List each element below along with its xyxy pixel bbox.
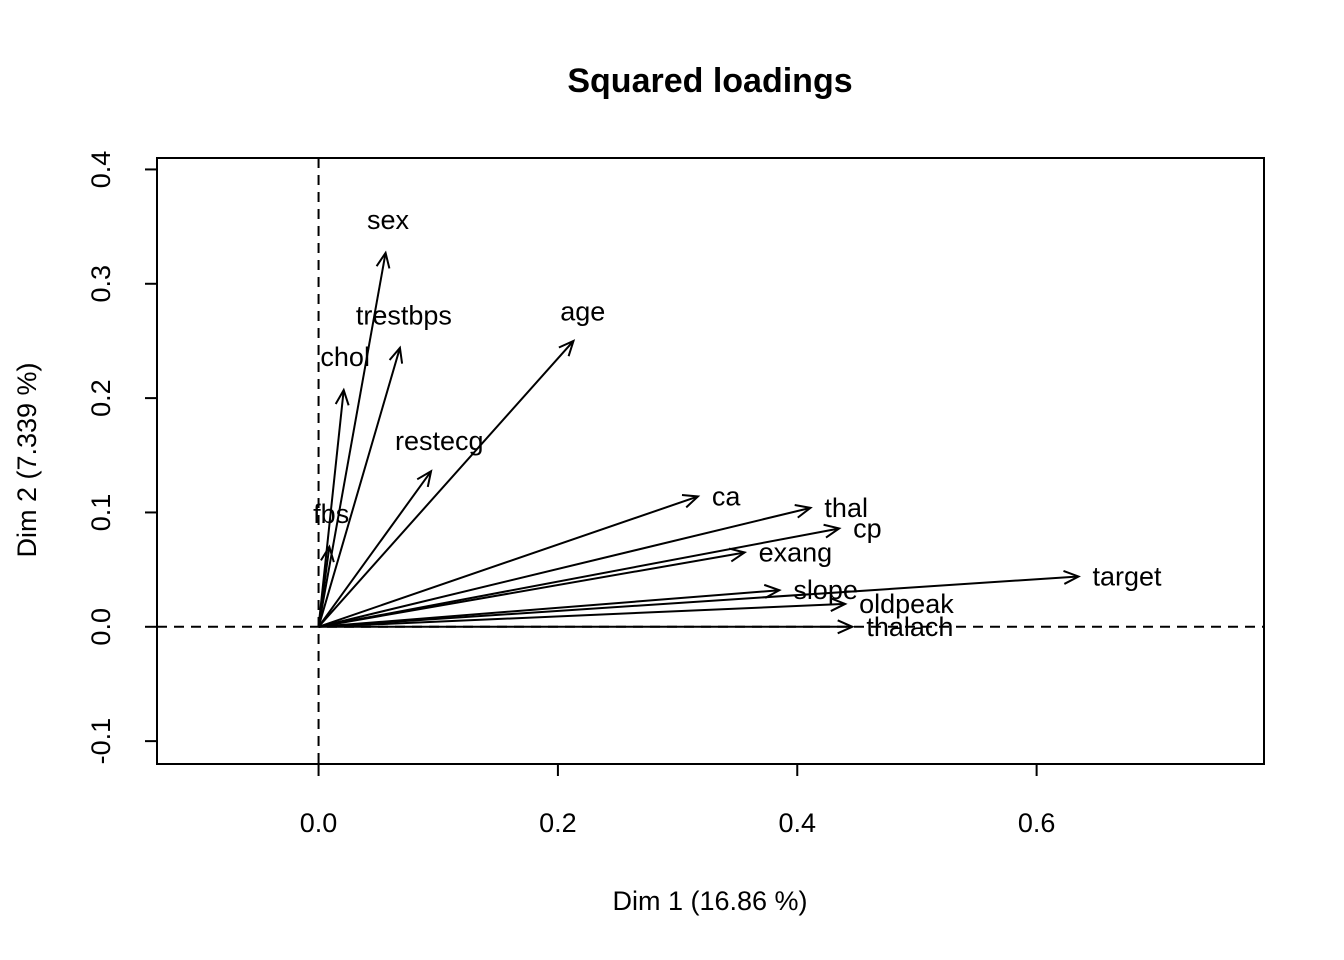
vector-fbs: fbs <box>313 499 349 627</box>
vector-label: age <box>560 296 605 326</box>
vector-chol: chol <box>317 342 370 627</box>
vector-label: fbs <box>313 499 349 529</box>
x-tick-label: 0.2 <box>539 808 577 838</box>
arrow-head <box>388 345 404 364</box>
arrow-head <box>375 250 391 269</box>
vector-label: trestbps <box>356 300 452 330</box>
vector-shaft <box>317 390 345 627</box>
arrow-head <box>823 523 842 539</box>
vector-shaft <box>317 340 575 628</box>
y-tick-label: 0.1 <box>86 494 116 532</box>
x-axis-title: Dim 1 (16.86 %) <box>612 886 807 916</box>
y-axis-title: Dim 2 (7.339 %) <box>12 362 42 557</box>
vector-oldpeak: oldpeak <box>318 589 954 628</box>
vector-label: oldpeak <box>859 589 954 619</box>
vector-label: restecg <box>395 426 484 456</box>
loading-vectors: age sex cp trestbps chol fbs restecg thalach exa… <box>313 205 1162 642</box>
vector-shaft <box>317 470 432 628</box>
y-axis: -0.1 0.0 0.1 0.2 0.3 0.4 <box>86 151 158 765</box>
vector-label: sex <box>367 205 410 235</box>
chart-title: Squared loadings <box>567 62 852 100</box>
vector-label: target <box>1093 561 1163 591</box>
vector-shaft <box>318 527 840 628</box>
y-tick-label: 0.2 <box>86 379 116 417</box>
vector-shaft <box>318 551 745 628</box>
arrow-head <box>728 547 748 563</box>
vector-target: target <box>318 561 1163 628</box>
arrow-head <box>320 544 335 563</box>
x-tick-label: 0.4 <box>778 808 816 838</box>
vector-thal: thal <box>318 493 868 628</box>
x-axis: 0.0 0.2 0.4 0.6 <box>300 763 1056 838</box>
vector-shaft <box>317 252 387 627</box>
vector-trestbps: trestbps <box>317 300 452 628</box>
arrow-head <box>1063 570 1081 585</box>
vector-label: cp <box>853 513 882 543</box>
arrow-head <box>558 339 576 357</box>
vector-label: thalach <box>866 612 953 642</box>
arrow-head <box>829 597 848 612</box>
vector-label: exang <box>759 537 833 567</box>
y-tick-label: 0.4 <box>86 151 116 189</box>
arrow-head <box>794 504 813 519</box>
vector-restecg: restecg <box>317 426 484 628</box>
vector-shaft <box>318 506 811 628</box>
vector-thalach: thalach <box>318 612 953 642</box>
vector-shaft <box>318 602 846 628</box>
y-tick-label: -0.1 <box>86 718 116 765</box>
y-tick-label: 0.0 <box>86 608 116 646</box>
vector-shaft <box>317 546 331 627</box>
vector-label: thal <box>824 493 868 523</box>
vector-shaft <box>318 589 780 628</box>
vector-shaft <box>318 575 1079 628</box>
vector-cp: cp <box>318 513 882 628</box>
arrow-head <box>416 469 433 488</box>
x-tick-label: 0.0 <box>300 808 338 838</box>
vector-label: chol <box>320 342 370 372</box>
vector-ca: ca <box>318 481 742 628</box>
arrow-head <box>681 494 701 509</box>
y-tick-label: 0.3 <box>86 265 116 303</box>
vector-slope: slope <box>318 575 858 628</box>
vector-sex: sex <box>317 205 410 627</box>
vector-age: age <box>317 296 605 628</box>
arrow-head <box>334 387 350 406</box>
vector-exang: exang <box>318 537 833 628</box>
vector-label: slope <box>793 575 858 605</box>
arrow-head <box>837 619 855 635</box>
x-tick-label: 0.6 <box>1018 808 1056 838</box>
vector-shaft <box>318 495 699 628</box>
vector-shaft <box>317 347 401 628</box>
vector-label: ca <box>712 481 742 511</box>
arrow-head <box>763 583 782 599</box>
